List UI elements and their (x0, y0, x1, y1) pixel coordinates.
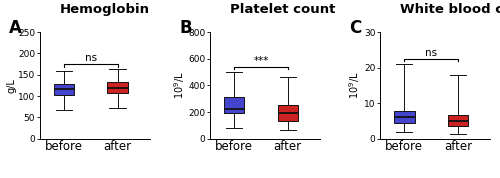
Y-axis label: g/L: g/L (6, 78, 16, 93)
Text: ***: *** (254, 56, 268, 66)
Text: Hemoglobin: Hemoglobin (60, 3, 150, 16)
Text: B: B (180, 19, 192, 37)
Text: White blood cells: White blood cells (400, 3, 500, 16)
Bar (278, 105, 298, 122)
Bar (108, 82, 128, 93)
Bar (394, 111, 414, 123)
Text: ns: ns (85, 53, 97, 63)
Bar (224, 98, 244, 114)
Y-axis label: $10^9$/L: $10^9$/L (172, 72, 186, 99)
Y-axis label: $10^9$/L: $10^9$/L (348, 72, 362, 99)
Bar (448, 115, 468, 126)
Text: ns: ns (425, 48, 437, 58)
Bar (54, 84, 74, 95)
Text: Platelet count: Platelet count (230, 3, 336, 16)
Text: C: C (350, 19, 362, 37)
Text: A: A (10, 19, 22, 37)
